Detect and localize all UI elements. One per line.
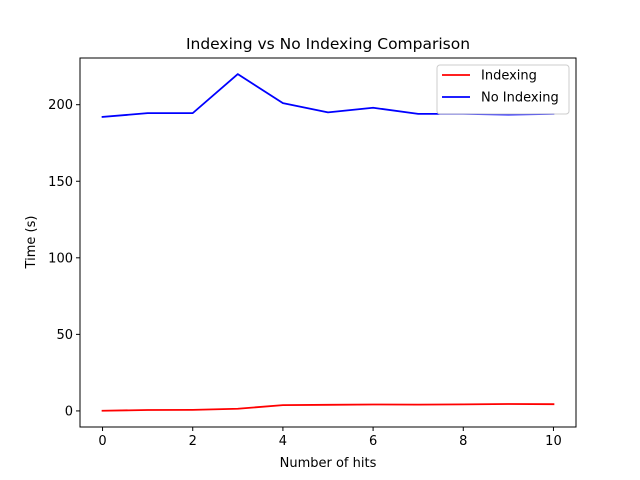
x-tick-label: 4 [279,434,287,449]
y-tick-label: 50 [56,328,73,343]
chart-title: Indexing vs No Indexing Comparison [186,35,470,53]
x-tick-label: 8 [459,434,467,449]
x-tick-label: 10 [545,434,562,449]
legend: Indexing No Indexing [436,64,570,115]
x-tick-label: 2 [189,434,197,449]
legend-label: No Indexing [481,91,559,106]
x-tick-label: 6 [369,434,377,449]
legend-label: Indexing [481,69,537,84]
y-tick-label: 150 [48,175,73,190]
y-tick-label: 0 [65,404,73,419]
x-axis-ticks: 0 2 4 6 8 10 [98,427,562,449]
y-axis-label: Time (s) [24,216,39,270]
y-axis-ticks: 0 50 100 150 200 [48,98,80,419]
legend-box [436,64,570,115]
y-tick-label: 100 [48,251,73,266]
series-line-indexing [101,403,555,412]
x-tick-label: 0 [98,434,106,449]
series-layer [101,73,555,412]
plot-frame [79,57,577,428]
x-axis-label: Number of hits [280,456,377,471]
y-tick-label: 200 [48,98,73,113]
